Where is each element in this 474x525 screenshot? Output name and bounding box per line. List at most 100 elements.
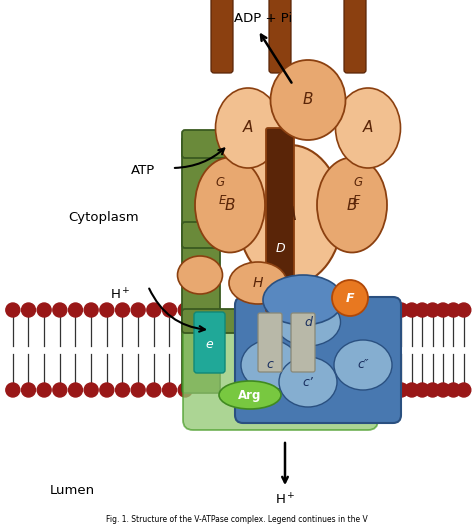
Ellipse shape	[275, 298, 340, 346]
Circle shape	[116, 383, 129, 397]
Circle shape	[131, 383, 145, 397]
Circle shape	[53, 303, 67, 317]
Circle shape	[436, 383, 450, 397]
Ellipse shape	[302, 284, 344, 316]
Circle shape	[447, 383, 460, 397]
Text: B: B	[225, 197, 235, 213]
Circle shape	[84, 303, 98, 317]
Ellipse shape	[216, 88, 281, 168]
Ellipse shape	[334, 340, 392, 390]
Circle shape	[436, 303, 450, 317]
FancyBboxPatch shape	[235, 297, 401, 423]
Text: G: G	[216, 176, 225, 190]
Circle shape	[457, 383, 471, 397]
Circle shape	[147, 303, 161, 317]
FancyBboxPatch shape	[258, 313, 282, 372]
Circle shape	[116, 303, 129, 317]
Circle shape	[447, 303, 460, 317]
FancyBboxPatch shape	[269, 0, 291, 73]
Circle shape	[6, 303, 20, 317]
FancyBboxPatch shape	[183, 310, 378, 430]
Circle shape	[69, 383, 82, 397]
FancyBboxPatch shape	[344, 0, 366, 73]
Circle shape	[100, 303, 114, 317]
Circle shape	[374, 383, 388, 397]
Circle shape	[21, 383, 36, 397]
Ellipse shape	[263, 275, 343, 325]
Text: D: D	[275, 242, 285, 255]
Circle shape	[69, 303, 82, 317]
Circle shape	[374, 303, 388, 317]
Circle shape	[394, 383, 409, 397]
Text: ADP + Pi: ADP + Pi	[234, 12, 292, 25]
Text: H$^+$: H$^+$	[274, 492, 295, 508]
Circle shape	[405, 383, 419, 397]
Text: d: d	[304, 316, 312, 329]
Circle shape	[37, 383, 51, 397]
Ellipse shape	[195, 158, 265, 253]
Text: Cytoplasm: Cytoplasm	[68, 212, 138, 225]
Text: A: A	[283, 205, 297, 225]
Text: ATP: ATP	[131, 163, 155, 176]
Text: A: A	[243, 121, 253, 135]
Circle shape	[163, 303, 176, 317]
Text: c: c	[266, 359, 273, 372]
Circle shape	[131, 303, 145, 317]
Text: H: H	[253, 276, 263, 290]
FancyBboxPatch shape	[182, 130, 263, 158]
Ellipse shape	[177, 256, 222, 294]
Text: E: E	[219, 194, 226, 206]
Circle shape	[178, 383, 192, 397]
Circle shape	[147, 383, 161, 397]
Circle shape	[53, 383, 67, 397]
FancyBboxPatch shape	[182, 309, 248, 333]
Text: G: G	[354, 176, 363, 190]
Text: B: B	[303, 92, 313, 108]
Text: B: B	[347, 197, 357, 213]
Circle shape	[37, 303, 51, 317]
Circle shape	[405, 303, 419, 317]
Text: F: F	[346, 291, 354, 304]
Circle shape	[84, 383, 98, 397]
FancyBboxPatch shape	[182, 222, 253, 248]
FancyBboxPatch shape	[266, 128, 294, 312]
Circle shape	[394, 303, 409, 317]
Text: E: E	[352, 194, 360, 206]
Circle shape	[384, 303, 398, 317]
Circle shape	[332, 280, 368, 316]
Text: Lumen: Lumen	[50, 484, 95, 497]
Circle shape	[6, 383, 20, 397]
FancyBboxPatch shape	[194, 312, 225, 373]
Ellipse shape	[336, 88, 401, 168]
Text: A: A	[363, 121, 373, 135]
Circle shape	[415, 303, 429, 317]
Text: e: e	[205, 339, 213, 352]
Circle shape	[426, 303, 439, 317]
FancyBboxPatch shape	[182, 137, 220, 393]
Circle shape	[100, 383, 114, 397]
FancyBboxPatch shape	[211, 0, 233, 73]
Ellipse shape	[229, 262, 287, 304]
Text: C: C	[322, 293, 330, 307]
Circle shape	[384, 383, 398, 397]
Text: c″: c″	[357, 359, 369, 372]
Ellipse shape	[241, 340, 299, 390]
Ellipse shape	[279, 357, 337, 407]
FancyBboxPatch shape	[291, 313, 315, 372]
Text: H$^+$: H$^+$	[110, 287, 131, 302]
Ellipse shape	[219, 381, 281, 409]
Text: Fig. 1. Structure of the V-ATPase complex. Legend continues in the V: Fig. 1. Structure of the V-ATPase comple…	[106, 514, 368, 523]
Text: c’: c’	[302, 375, 313, 388]
Ellipse shape	[271, 60, 346, 140]
Circle shape	[426, 383, 439, 397]
Circle shape	[363, 383, 377, 397]
Circle shape	[178, 303, 192, 317]
Circle shape	[457, 303, 471, 317]
Circle shape	[363, 303, 377, 317]
Circle shape	[163, 383, 176, 397]
Ellipse shape	[317, 158, 387, 253]
Ellipse shape	[237, 145, 343, 285]
Circle shape	[415, 383, 429, 397]
Circle shape	[21, 303, 36, 317]
Text: Arg: Arg	[238, 388, 262, 402]
